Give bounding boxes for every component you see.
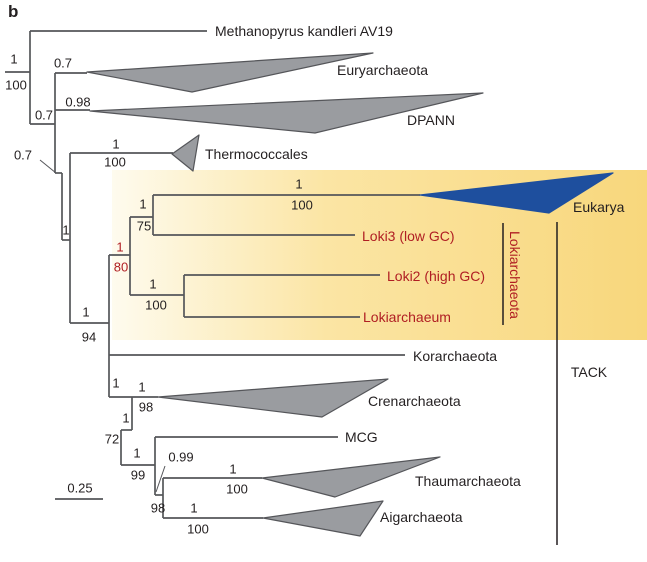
support-value: 0.7 <box>35 108 53 123</box>
support-value: 80 <box>114 260 128 275</box>
support-value: 72 <box>105 432 119 447</box>
taxon-label-mcg: MCG <box>345 429 378 445</box>
support-value: 1 <box>122 411 129 426</box>
clade-triangle-aigarchaeota <box>262 500 384 537</box>
support-value: 1 <box>112 376 119 391</box>
taxon-label-lokiarchaeum: Lokiarchaeum <box>363 309 451 325</box>
bracket-label-lokiarchaeota: Lokiarchaeota <box>507 231 523 319</box>
support-value: 0.99 <box>168 450 193 465</box>
clade-triangle-eukarya <box>419 172 614 214</box>
taxon-label-crenarchaeota: Crenarchaeota <box>368 393 461 409</box>
support-value: 100 <box>226 482 248 497</box>
taxon-label-thaumarchaeota: Thaumarchaeota <box>415 473 521 489</box>
taxon-label-korarchaeota: Korarchaeota <box>413 348 497 364</box>
support-value: 99 <box>131 468 145 483</box>
support-value: 1 <box>295 177 302 192</box>
support-value: 94 <box>82 330 96 345</box>
support-value: 1 <box>139 197 146 212</box>
support-value: 98 <box>151 501 165 516</box>
support-value: 1 <box>229 462 236 477</box>
support-value: 0.7 <box>14 148 32 163</box>
taxon-label-dpann: DPANN <box>407 112 455 128</box>
taxon-label-loki2-high-gc-: Loki2 (high GC) <box>387 268 485 284</box>
clade-triangle-euryarchaeota <box>86 52 374 93</box>
support-value: 1 <box>112 137 119 152</box>
support-value: 100 <box>291 198 313 213</box>
support-value: 1 <box>149 277 156 292</box>
taxon-label-thermococcales: Thermococcales <box>205 146 308 162</box>
support-value: 100 <box>145 298 167 313</box>
scale-bar-label: 0.25 <box>67 481 92 496</box>
support-value: 100 <box>187 522 209 537</box>
support-value: 1 <box>138 380 145 395</box>
support-value: 100 <box>104 155 126 170</box>
support-value: 1 <box>116 240 123 255</box>
support-value: 1 <box>10 52 17 67</box>
clade-triangle-thermococcales <box>171 134 200 172</box>
support-value: 100 <box>5 78 27 93</box>
taxon-label-loki3-low-gc-: Loki3 (low GC) <box>362 228 455 244</box>
support-value: 0.98 <box>65 95 90 110</box>
clade-triangle-dpann <box>89 92 484 134</box>
taxon-label-euryarchaeota: Euryarchaeota <box>337 62 428 78</box>
taxon-label-aigarchaeota: Aigarchaeota <box>380 509 463 525</box>
support-value: 1 <box>190 501 197 516</box>
clade-triangle-crenarchaeota <box>157 378 389 418</box>
panel-label: b <box>8 2 19 21</box>
support-value: 1 <box>62 223 69 238</box>
support-value: 1 <box>82 305 89 320</box>
taxon-label-methanopyrus-kandleri-av19: Methanopyrus kandleri AV19 <box>215 23 393 39</box>
support-leader-line <box>155 465 166 493</box>
support-value: 1 <box>133 446 140 461</box>
clade-triangle-thaumarchaeota <box>261 456 441 498</box>
taxon-label-eukarya: Eukarya <box>573 199 625 215</box>
support-value: 75 <box>137 219 151 234</box>
support-leader-line <box>39 159 57 174</box>
support-value: 0.7 <box>54 56 72 71</box>
support-value: 98 <box>139 400 153 415</box>
bracket-label-tack: TACK <box>571 364 608 380</box>
